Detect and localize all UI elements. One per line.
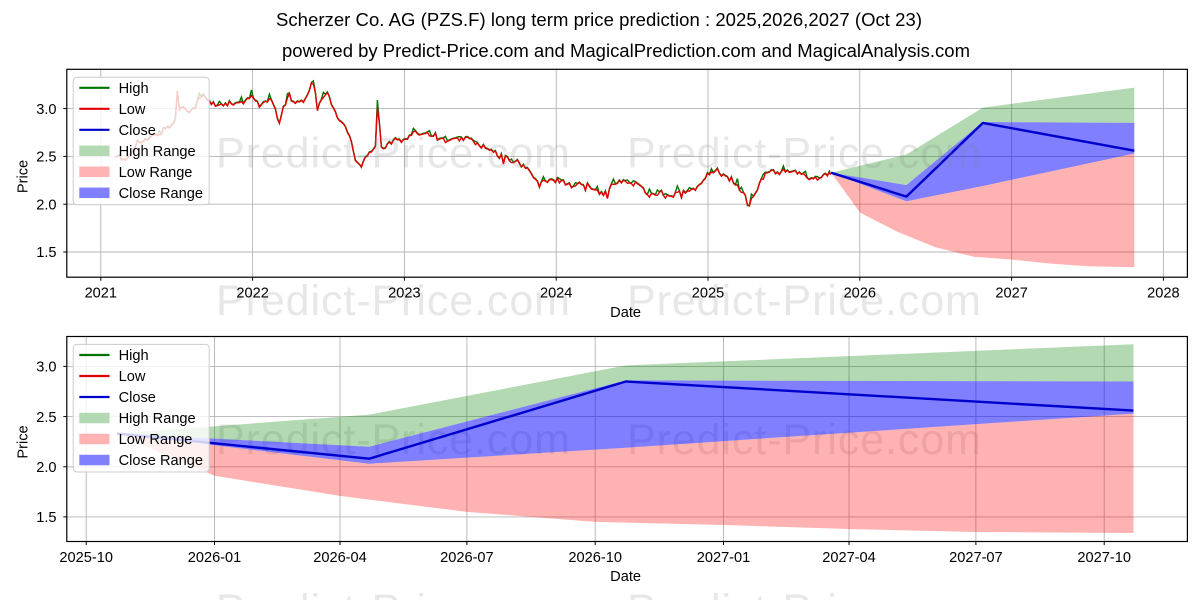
svg-text:2025-10: 2025-10	[59, 550, 113, 566]
svg-text:Low Range: Low Range	[119, 432, 193, 448]
svg-text:Close Range: Close Range	[119, 186, 203, 202]
svg-text:2027: 2027	[995, 286, 1027, 302]
svg-text:Predict-Price.com: Predict-Price.com	[216, 130, 570, 178]
svg-text:High Range: High Range	[119, 411, 196, 427]
svg-text:2026-04: 2026-04	[313, 550, 367, 566]
svg-text:High Range: High Range	[119, 144, 196, 160]
svg-text:Predict-Price.com: Predict-Price.com	[216, 277, 570, 325]
svg-text:Date: Date	[610, 305, 641, 321]
svg-text:2026: 2026	[844, 286, 876, 302]
svg-text:Price: Price	[16, 425, 32, 458]
svg-text:1.5: 1.5	[36, 245, 56, 261]
svg-text:Predict-Price.com: Predict-Price.com	[627, 586, 981, 600]
svg-text:Close Range: Close Range	[119, 453, 203, 469]
svg-text:Low: Low	[119, 102, 146, 118]
svg-text:High: High	[119, 348, 149, 364]
svg-text:2027-07: 2027-07	[949, 550, 1003, 566]
svg-text:2022: 2022	[236, 286, 268, 302]
svg-text:Close: Close	[119, 123, 156, 139]
svg-text:Low Range: Low Range	[119, 165, 193, 181]
svg-text:High: High	[119, 81, 149, 97]
svg-text:2026-10: 2026-10	[568, 550, 622, 566]
svg-text:2023: 2023	[388, 286, 420, 302]
svg-text:Close: Close	[119, 390, 156, 406]
svg-text:powered by Predict-Price.com a: powered by Predict-Price.com and Magical…	[282, 40, 970, 61]
svg-text:2.0: 2.0	[36, 197, 56, 213]
svg-text:Scherzer Co. AG (PZS.F) long t: Scherzer Co. AG (PZS.F) long term price …	[276, 9, 922, 30]
svg-text:3.0: 3.0	[36, 360, 56, 376]
svg-text:2026-07: 2026-07	[440, 550, 494, 566]
svg-text:2024: 2024	[540, 286, 572, 302]
svg-text:1.5: 1.5	[36, 510, 56, 526]
svg-text:Predict-Price.com: Predict-Price.com	[627, 130, 981, 178]
svg-text:Predict-Price.com: Predict-Price.com	[216, 586, 570, 600]
svg-text:2.5: 2.5	[36, 410, 56, 426]
svg-text:2028: 2028	[1147, 286, 1179, 302]
svg-text:Date: Date	[610, 569, 641, 585]
svg-text:2027-01: 2027-01	[697, 550, 751, 566]
svg-text:Price: Price	[16, 160, 32, 193]
svg-text:2027-04: 2027-04	[822, 550, 876, 566]
svg-text:2025: 2025	[692, 286, 724, 302]
svg-text:2.5: 2.5	[36, 150, 56, 166]
svg-text:2027-10: 2027-10	[1077, 550, 1131, 566]
svg-text:3.0: 3.0	[36, 102, 56, 118]
svg-text:2021: 2021	[85, 286, 117, 302]
svg-text:2.0: 2.0	[36, 460, 56, 476]
svg-text:2026-01: 2026-01	[188, 550, 242, 566]
svg-text:Low: Low	[119, 369, 146, 385]
svg-text:Predict-Price.com: Predict-Price.com	[627, 277, 981, 325]
